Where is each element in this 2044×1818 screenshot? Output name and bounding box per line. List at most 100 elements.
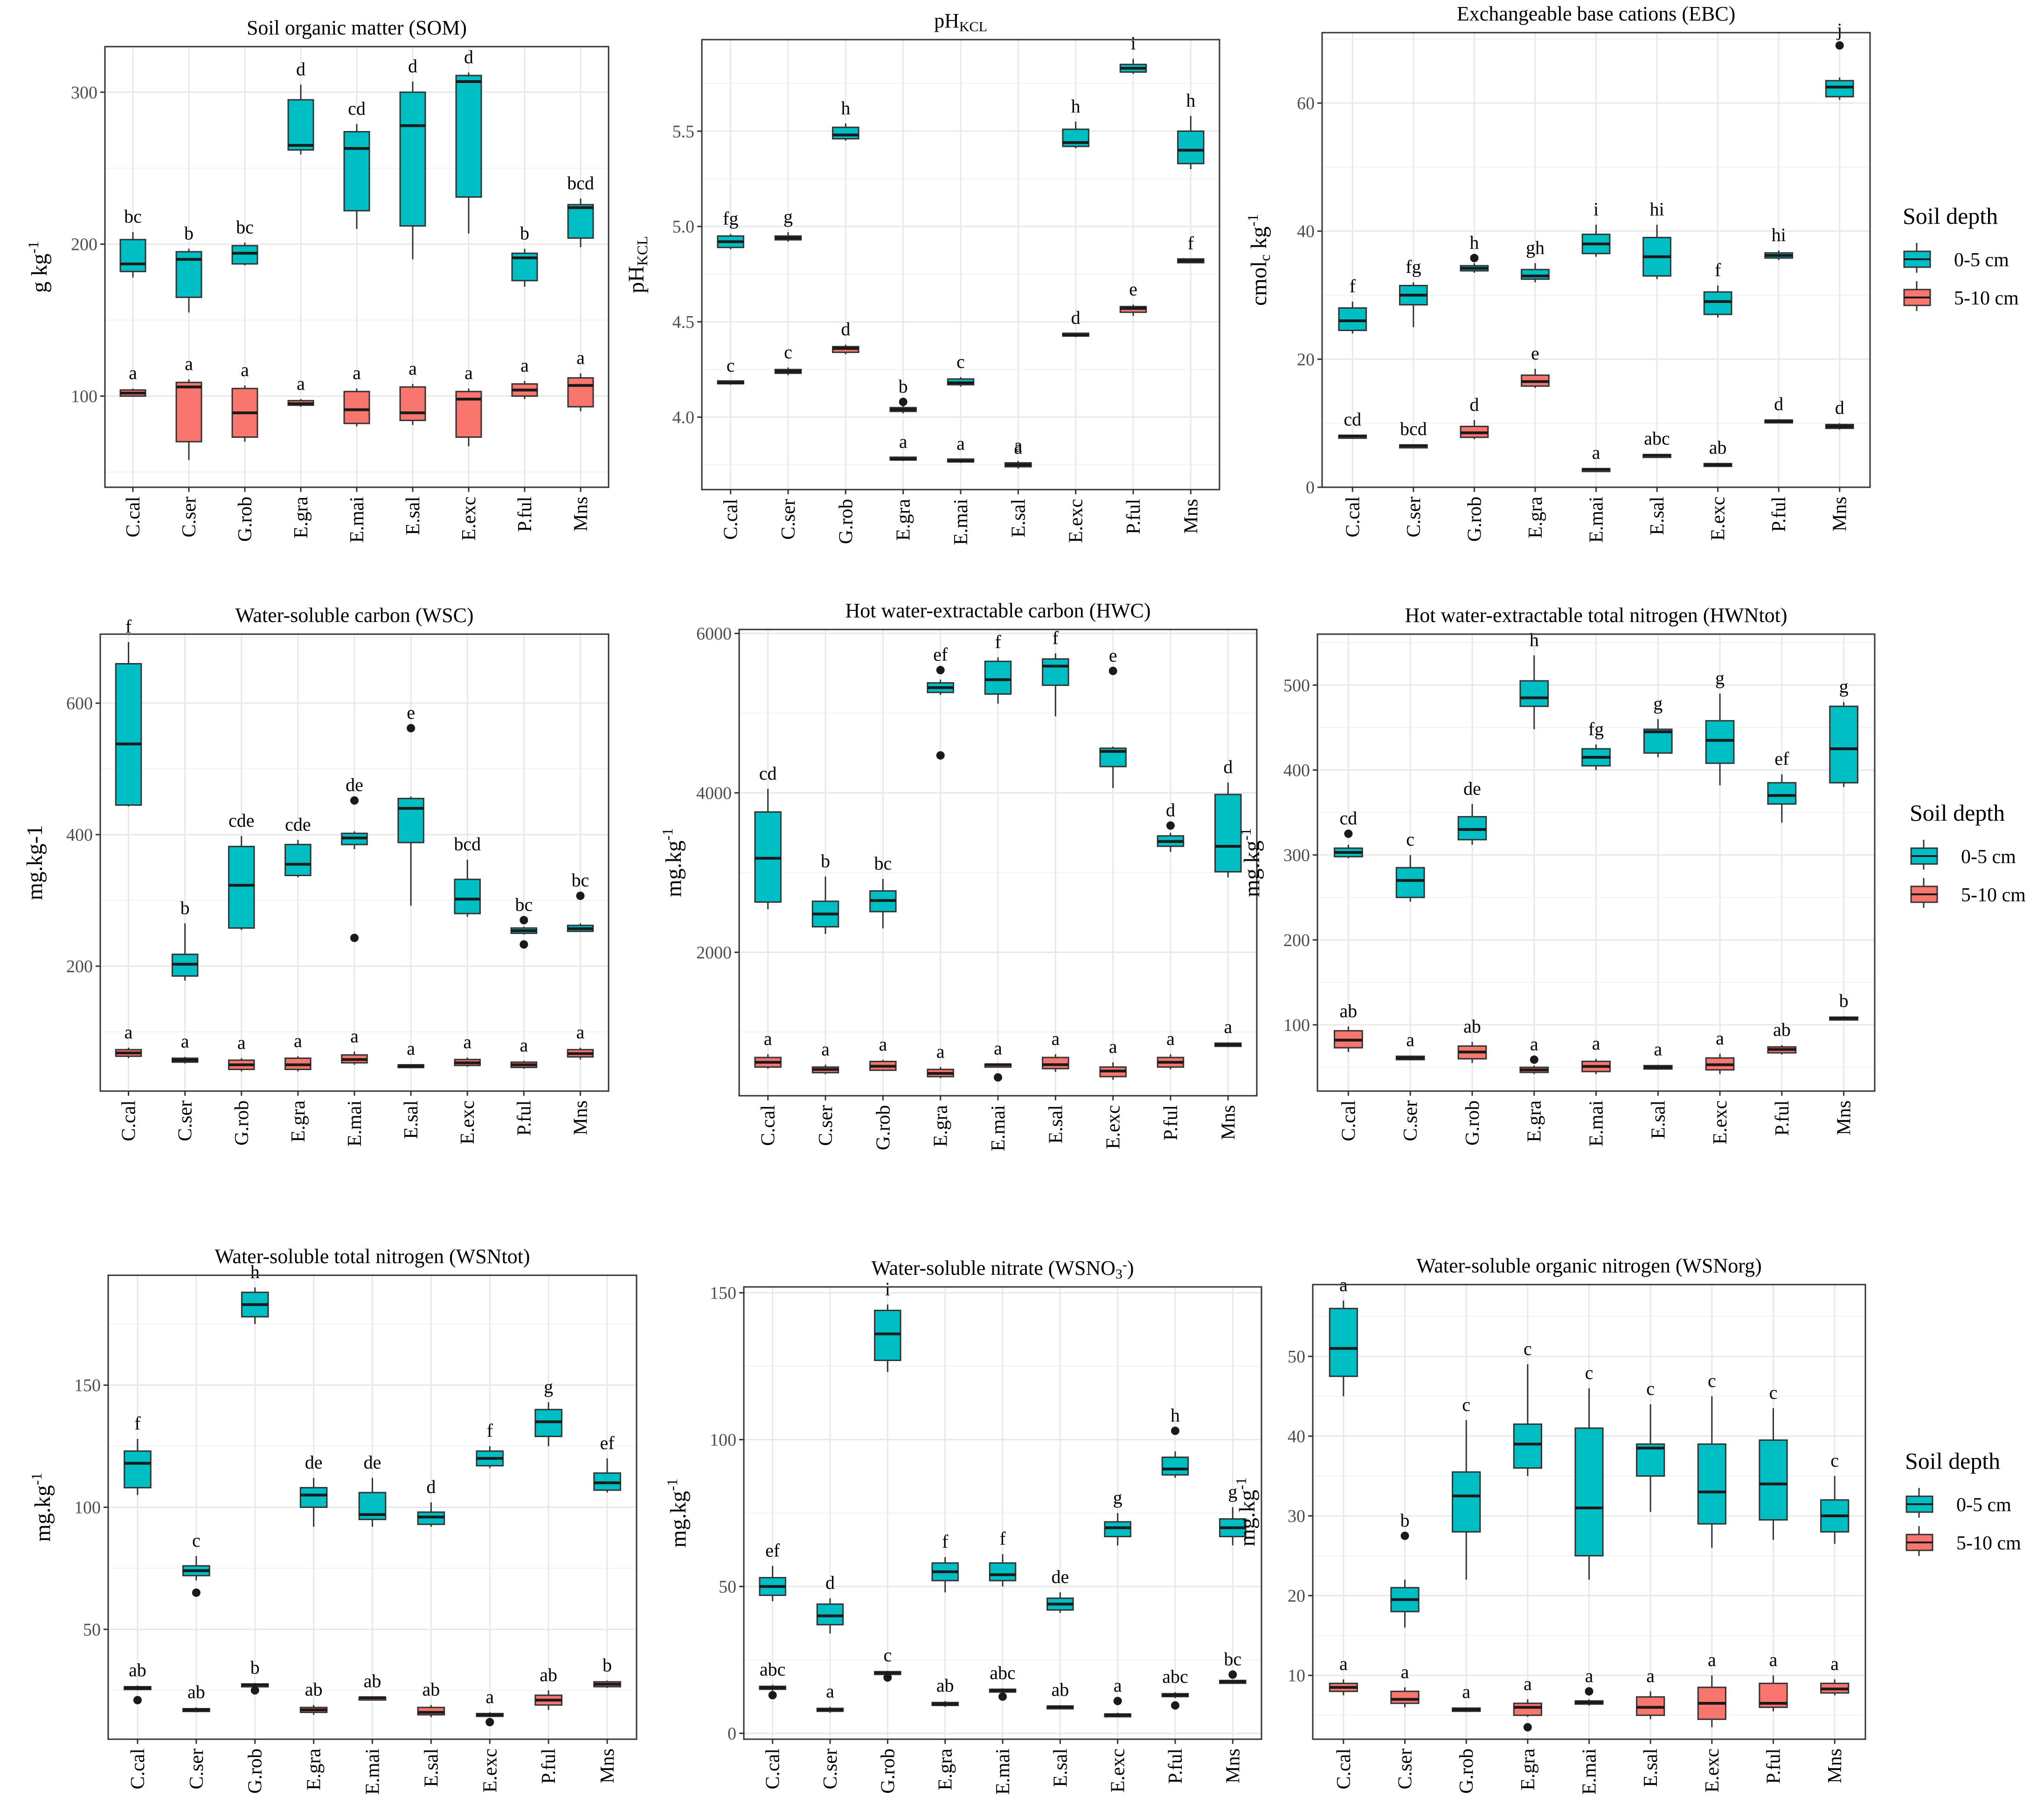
- significance-letter: f: [942, 1531, 949, 1552]
- box-e-mai: ab: [358, 1670, 387, 1701]
- box-iqr: [231, 245, 258, 265]
- y-tick-label: 60: [1297, 94, 1315, 113]
- significance-letter: a: [185, 353, 193, 374]
- significance-letter: e: [1129, 278, 1137, 299]
- box-c-ser: bcd: [1399, 418, 1428, 449]
- significance-letter: a: [1401, 1661, 1409, 1682]
- box-e-sal: de: [1046, 1566, 1074, 1613]
- box-e-gra: e: [1521, 343, 1550, 388]
- box-g-rob: c: [874, 1645, 901, 1682]
- panel-9: 10 20 30 40 50 a b c c c c c c c a a a a a a a a a C.cal C.ser G.…: [1233, 1254, 1866, 1795]
- box-c-ser: a: [1390, 1661, 1420, 1707]
- box-e-sal: f: [1042, 627, 1069, 717]
- x-tick-label: G.rob: [235, 497, 256, 542]
- box-e-sal: a: [397, 1038, 424, 1069]
- significance-letter: a: [464, 362, 473, 383]
- significance-letter: a: [353, 362, 361, 383]
- x-tick-label: C.cal: [1342, 497, 1364, 537]
- x-tick-label: E.gra: [930, 1105, 952, 1147]
- box-e-mai: fg: [1581, 719, 1611, 770]
- x-tick-label: G.rob: [1462, 1100, 1483, 1146]
- x-tick-label: E.exc: [479, 1749, 501, 1792]
- panel-7: 50 100 150 f c h de de d f g ef ab ab b ab ab ab a ab b C.cal…: [28, 1245, 637, 1795]
- x-tick-label: E.gra: [935, 1749, 956, 1790]
- x-tick-label: G.rob: [1464, 497, 1485, 542]
- box-iqr: [567, 204, 594, 239]
- x-tick-label: C.ser: [179, 497, 200, 538]
- box-iqr: [454, 878, 481, 914]
- outlier-point: [1835, 41, 1844, 50]
- y-tick-label: 600: [66, 694, 93, 713]
- significance-letter: d: [1071, 307, 1081, 328]
- x-tick-label: C.ser: [1403, 497, 1425, 538]
- box-e-sal: ab: [1046, 1679, 1074, 1710]
- x-tick-label: P.ful: [514, 497, 536, 532]
- x-tick-label: E.mai: [346, 497, 368, 543]
- significance-letter: a: [1406, 1029, 1414, 1050]
- box-g-rob: d: [832, 318, 859, 354]
- significance-letter: ab: [1773, 1019, 1791, 1040]
- box-e-exc: a: [476, 1686, 504, 1727]
- y-tick-label: 5.0: [672, 217, 695, 237]
- significance-letter: d: [1166, 800, 1175, 821]
- x-tick-label: E.sal: [1008, 499, 1029, 538]
- x-tick-label: E.exc: [458, 497, 480, 540]
- box-c-cal: a: [1329, 1653, 1358, 1695]
- panel-title: Water-soluble organic nitrogen (WSNorg): [1416, 1254, 1762, 1277]
- box-iqr: [1452, 1471, 1481, 1533]
- box-c-ser: b: [175, 222, 202, 313]
- x-tick-label: C.cal: [721, 499, 742, 539]
- box-iqr: [1574, 1427, 1604, 1557]
- significance-letter: h: [1171, 1405, 1180, 1426]
- significance-letter: a: [1462, 1681, 1470, 1702]
- outlier-point: [936, 666, 945, 675]
- box-iqr: [1829, 705, 1858, 784]
- y-tick-label: 4.0: [672, 408, 695, 428]
- box-e-exc: a: [1705, 1028, 1735, 1074]
- x-tick-label: C.ser: [186, 1749, 208, 1790]
- significance-letter: d: [825, 1572, 835, 1593]
- outlier-point: [1470, 254, 1479, 263]
- box-e-gra: a: [1513, 1673, 1542, 1732]
- box-g-rob: c: [1452, 1394, 1481, 1580]
- significance-letter: cd: [1344, 408, 1361, 429]
- box-p-ful: a: [1759, 1649, 1788, 1712]
- x-tick-label: E.mai: [344, 1100, 366, 1147]
- box-c-cal: ab: [1334, 1001, 1363, 1052]
- box-e-gra: a: [284, 1030, 312, 1071]
- x-tick-label: G.rob: [1456, 1749, 1477, 1794]
- box-mns: d: [1825, 397, 1854, 430]
- x-tick-label: C.cal: [118, 1100, 140, 1141]
- series-deep: abc a c ab abc ab a abc bc: [759, 1645, 1247, 1718]
- box-e-sal: d: [417, 1476, 445, 1527]
- box-g-rob: ab: [1457, 1016, 1487, 1063]
- box-p-ful: d: [1764, 393, 1794, 424]
- box-g-rob: a: [231, 359, 258, 442]
- x-tick-label: Mns: [570, 497, 592, 532]
- significance-letter: a: [1014, 435, 1022, 456]
- x-tick-label: Mns: [1834, 1100, 1855, 1135]
- x-tick-label: E.mai: [362, 1749, 384, 1795]
- significance-letter: i: [885, 1279, 890, 1300]
- box-g-rob: d: [1460, 394, 1489, 440]
- box-e-exc: g: [1705, 668, 1735, 786]
- x-tick-label: C.ser: [815, 1105, 837, 1146]
- box-iqr: [1767, 782, 1797, 805]
- significance-letter: h: [1530, 629, 1539, 650]
- significance-letter: a: [1592, 1033, 1601, 1054]
- box-iqr: [1513, 1702, 1542, 1716]
- box-g-rob: a: [869, 1034, 897, 1071]
- box-mns: b: [593, 1654, 621, 1688]
- series-shallow: a b c c c c c c c: [1329, 1274, 1850, 1628]
- outlier-point: [1228, 1670, 1237, 1679]
- box-iqr: [989, 1562, 1017, 1582]
- box-p-ful: bc: [510, 894, 538, 949]
- box-iqr: [287, 99, 314, 151]
- y-tick-label: 400: [1283, 760, 1310, 780]
- significance-letter: a: [181, 1031, 189, 1052]
- box-c-ser: a: [816, 1681, 844, 1713]
- box-e-exc: f: [1703, 259, 1732, 318]
- significance-letter: ab: [305, 1679, 323, 1700]
- significance-letter: a: [956, 433, 965, 454]
